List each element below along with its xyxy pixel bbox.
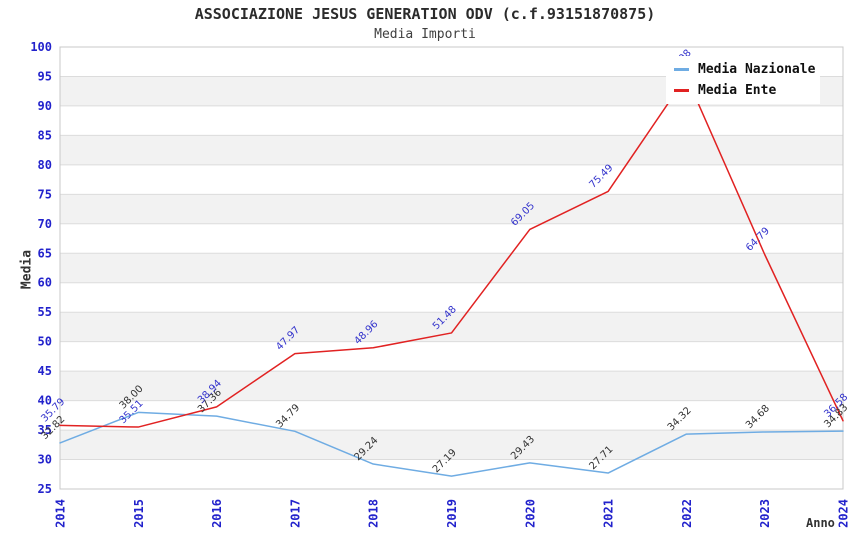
legend-item-media-ente: Media Ente xyxy=(674,80,820,101)
y-tick-label: 30 xyxy=(38,453,52,467)
plot-band xyxy=(60,430,843,460)
y-tick-label: 90 xyxy=(38,99,52,113)
plot-band xyxy=(60,164,843,195)
y-tick-label: 95 xyxy=(38,69,52,83)
x-tick-label: 2014 xyxy=(54,499,68,528)
plot-band xyxy=(60,341,843,372)
y-tick-label: 70 xyxy=(38,217,52,231)
plot-border xyxy=(59,46,844,490)
plot-band xyxy=(60,371,843,401)
plot-band xyxy=(60,400,843,431)
legend-item-media-nazionale: Media Nazionale xyxy=(674,59,820,80)
legend-swatch-nazionale-icon xyxy=(674,68,689,71)
y-tick-label: 40 xyxy=(38,394,52,408)
plot-band xyxy=(60,135,843,165)
y-tick-label: 80 xyxy=(38,158,52,172)
plot-band xyxy=(60,253,843,283)
x-tick-label: 2018 xyxy=(367,499,381,528)
legend: Media Nazionale Media Ente xyxy=(666,56,820,104)
legend-label-nazionale: Media Nazionale xyxy=(698,62,816,77)
y-tick-label: 65 xyxy=(38,246,52,260)
plot-band xyxy=(60,282,843,313)
y-tick-label: 85 xyxy=(38,128,52,142)
y-tick-label: 35 xyxy=(38,423,52,437)
x-tick-label: 2019 xyxy=(445,499,459,528)
series-line-media-nazionale xyxy=(59,411,844,477)
plot-band xyxy=(60,312,843,342)
y-tick-label: 55 xyxy=(38,305,52,319)
x-tick-label: 2024 xyxy=(837,499,850,528)
x-axis-label: Anno xyxy=(806,516,835,530)
x-tick-label: 2017 xyxy=(288,499,302,528)
x-tick-label: 2015 xyxy=(132,499,146,528)
plot-band xyxy=(60,194,843,224)
plot-band xyxy=(60,459,843,489)
legend-label-ente: Media Ente xyxy=(698,83,777,98)
legend-swatch-ente-icon xyxy=(674,89,689,92)
chart-title: ASSOCIAZIONE JESUS GENERATION ODV (c.f.9… xyxy=(194,5,656,23)
y-tick-label: 50 xyxy=(38,335,52,349)
x-tick-label: 2023 xyxy=(758,499,772,528)
plot-band xyxy=(60,223,843,254)
y-tick-label: 75 xyxy=(38,187,52,201)
series-line-media-ente xyxy=(59,75,844,428)
plot-band xyxy=(60,105,843,136)
chart-subtitle: Media Importi xyxy=(374,27,476,42)
y-tick-label: 45 xyxy=(38,364,52,378)
y-tick-label: 60 xyxy=(38,276,52,290)
x-tick-label: 2020 xyxy=(523,499,537,528)
y-tick-label: 100 xyxy=(30,40,52,54)
x-tick-label: 2016 xyxy=(210,499,224,528)
y-tick-label: 25 xyxy=(38,482,52,496)
x-tick-label: 2022 xyxy=(680,499,694,528)
x-tick-label: 2021 xyxy=(602,499,616,528)
